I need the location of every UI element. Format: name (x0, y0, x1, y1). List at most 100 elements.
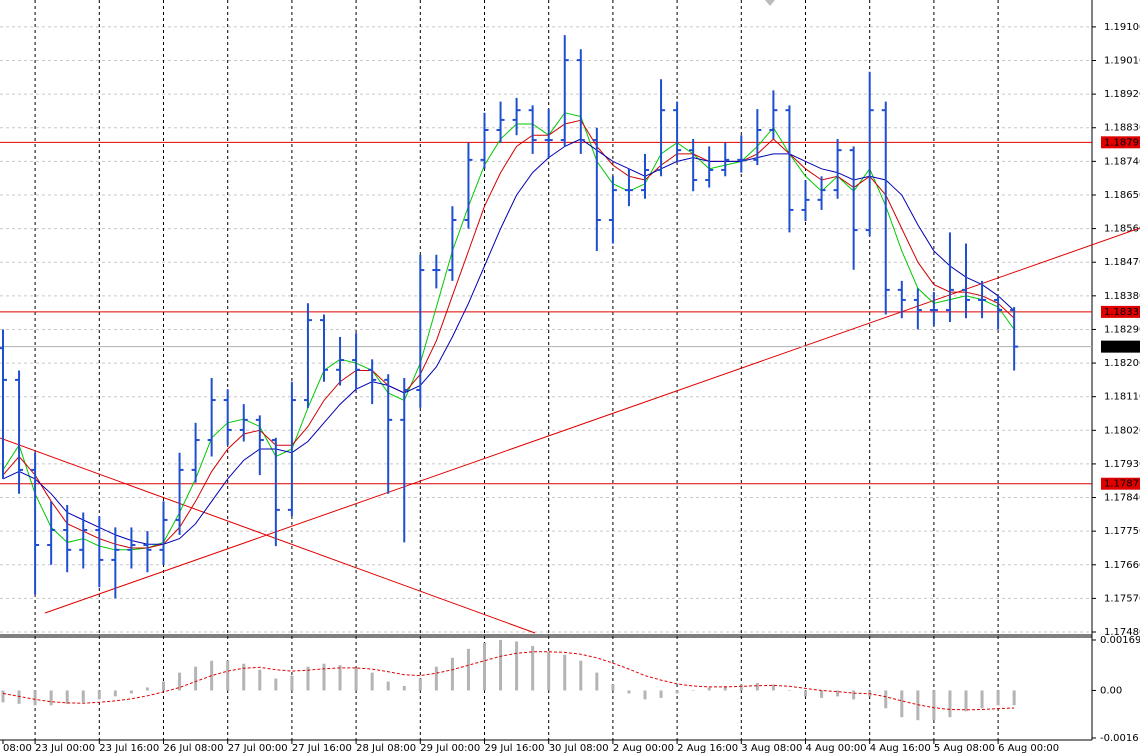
histogram-bar (675, 690, 679, 694)
y-tick-label: 1.19100 (1104, 22, 1140, 33)
histogram-bar (996, 690, 1000, 706)
histogram-bar (178, 672, 182, 691)
y-tick-label: 1.18470 (1104, 257, 1140, 268)
x-tick-label: 2 Aug 16:00 (677, 743, 738, 754)
histogram-bar (370, 672, 374, 691)
histogram-bar (723, 685, 727, 691)
histogram-bar (595, 672, 599, 691)
histogram-bar (483, 642, 486, 691)
x-tick-label: 26 Jul 08:00 (164, 743, 224, 754)
histogram-bar (499, 639, 503, 691)
shift-marker (765, 0, 775, 6)
x-tick-label: 23 Jul 00:00 (35, 743, 95, 754)
y-tick-label: 1.17840 (1104, 493, 1140, 504)
histogram-bar (386, 681, 390, 691)
y-tick-label: 1.18740 (1104, 156, 1140, 167)
histogram-bar (884, 690, 888, 709)
histogram-bar (65, 690, 69, 704)
signal-line (2, 651, 1015, 711)
histogram-bar (852, 690, 856, 700)
level-label-box (1101, 136, 1140, 149)
histogram-bar (691, 690, 695, 691)
x-tick-label: 2 Aug 00:00 (613, 743, 674, 754)
histogram-bar (81, 690, 85, 703)
level-label-box (1101, 305, 1140, 318)
histogram-bar (354, 668, 358, 691)
histogram-bar (1, 690, 5, 703)
histogram-bar (450, 657, 454, 691)
histogram-bar (739, 684, 743, 691)
x-tick-label: 28 Jul 08:00 (356, 743, 416, 754)
y-tick-label: 1.19010 (1104, 56, 1140, 67)
y-tick-label: 0.00 (1100, 685, 1122, 696)
y-tick-label: -0.0016 (1100, 733, 1139, 744)
y-tick-label: 1.17660 (1104, 560, 1140, 571)
histogram-bar (900, 690, 904, 718)
histogram-bar (932, 690, 936, 721)
moving-average (2, 119, 1015, 549)
histogram-bar (659, 690, 663, 698)
x-tick-label: 3 Aug 08:00 (741, 743, 802, 754)
histogram-bar (434, 666, 438, 691)
histogram-bar (836, 690, 840, 697)
histogram-bar (563, 654, 567, 691)
trend-line (0, 437, 536, 634)
histogram-bar (916, 690, 920, 721)
histogram-bar (948, 690, 952, 718)
histogram-bar (707, 687, 711, 691)
y-tick-label: 1.18380 (1104, 291, 1140, 302)
last-price-box (1101, 340, 1140, 353)
moving-average (2, 112, 1015, 551)
histogram-bar (97, 690, 101, 700)
y-tick-label: 1.18110 (1104, 392, 1140, 403)
histogram-bar (515, 641, 519, 691)
level-label-box (1101, 477, 1140, 490)
histogram-bar (338, 665, 342, 691)
histogram-bar (627, 690, 631, 694)
y-tick-label: 1.18650 (1104, 190, 1140, 201)
x-tick-label: 27 Jul 16:00 (292, 743, 352, 754)
moving-average (2, 138, 1015, 545)
histogram-bar (290, 675, 294, 691)
histogram-bar (145, 687, 149, 691)
x-tick-label: 4 Aug 00:00 (806, 743, 867, 754)
histogram-bar (113, 690, 117, 697)
histogram-bar (210, 660, 214, 691)
histogram-bar (643, 690, 647, 700)
histogram-bar (322, 663, 326, 691)
y-tick-label: 1.18290 (1104, 324, 1140, 335)
histogram-bar (964, 690, 968, 712)
x-tick-label: 27 Jul 00:00 (228, 743, 288, 754)
histogram-bar (258, 669, 262, 691)
histogram-bar (611, 684, 615, 691)
histogram-bar (17, 690, 21, 704)
histogram-bar (547, 651, 551, 691)
histogram-bar (226, 660, 230, 691)
histogram-bar (418, 678, 422, 691)
level-label: 1.17877 (1104, 479, 1140, 490)
histogram-bar (1012, 690, 1016, 706)
y-tick-label: 1.18200 (1104, 358, 1140, 369)
histogram-bar (274, 678, 278, 691)
histogram-bar (194, 666, 198, 691)
histogram-bar (579, 660, 583, 691)
histogram-bar (242, 663, 246, 691)
x-tick-label: 29 Jul 00:00 (420, 743, 480, 754)
x-tick-label: 6 Aug 00:00 (998, 743, 1059, 754)
histogram-bar (49, 690, 53, 706)
x-tick-label: 4 Aug 16:00 (870, 743, 931, 754)
y-tick-label: 1.17570 (1104, 593, 1140, 604)
histogram-bar (306, 666, 310, 691)
histogram-bar (129, 690, 133, 694)
y-tick-label: 1.17750 (1104, 526, 1140, 537)
x-tick-label: 08:00 (3, 743, 32, 754)
level-label: 1.18337 (1104, 307, 1140, 318)
histogram-bar (755, 683, 759, 691)
histogram-bar (531, 645, 535, 691)
histogram-bar (820, 690, 824, 698)
x-tick-label: 5 Aug 08:00 (934, 743, 995, 754)
